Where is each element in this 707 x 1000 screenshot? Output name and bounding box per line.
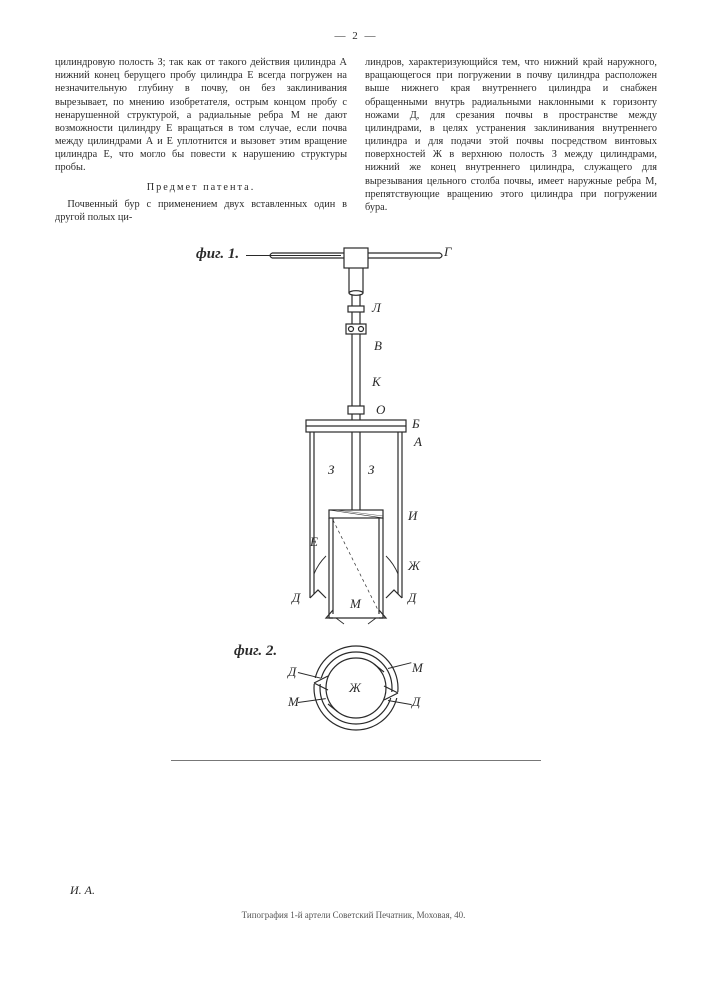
label-D1: Д xyxy=(292,590,300,606)
label-D4: Д xyxy=(412,694,420,710)
label-E: Е xyxy=(310,534,318,550)
label-Zh2: Ж xyxy=(349,680,361,696)
label-D3: Д xyxy=(288,664,296,680)
footer-text: Типография 1-й артели Советский Печатник… xyxy=(0,910,707,920)
footer-rule xyxy=(171,760,541,761)
label-Z2: З xyxy=(368,462,374,478)
subject-heading: Предмет патента. xyxy=(55,181,347,194)
label-M1: М xyxy=(350,596,361,612)
right-p1: линдров, характеризующийся тем, что нижн… xyxy=(365,56,657,214)
label-D2: Д xyxy=(408,590,416,606)
signature: И. А. xyxy=(70,883,95,898)
label-Z1: З xyxy=(328,462,334,478)
label-L: Л xyxy=(372,300,381,316)
label-K: К xyxy=(372,374,381,390)
figure-area: фиг. 1. фиг. 2. xyxy=(176,238,536,758)
label-Zh: Ж xyxy=(408,558,420,574)
label-O: О xyxy=(376,402,385,418)
label-A: А xyxy=(414,434,422,450)
right-column: линдров, характеризующийся тем, что нижн… xyxy=(365,56,657,226)
left-p1: цилиндровую полость З; так как от такого… xyxy=(55,56,347,175)
page-number: — 2 — xyxy=(55,30,657,42)
left-p2: Почвенный бур с применением двух вставле… xyxy=(55,198,347,224)
label-V: В xyxy=(374,338,382,354)
text-columns: цилиндровую полость З; так как от такого… xyxy=(55,56,657,226)
label-M2: М xyxy=(412,660,423,676)
label-B: Б xyxy=(412,416,420,432)
label-I: И xyxy=(408,508,417,524)
label-G: Г xyxy=(444,244,451,260)
left-column: цилиндровую полость З; так как от такого… xyxy=(55,56,347,226)
